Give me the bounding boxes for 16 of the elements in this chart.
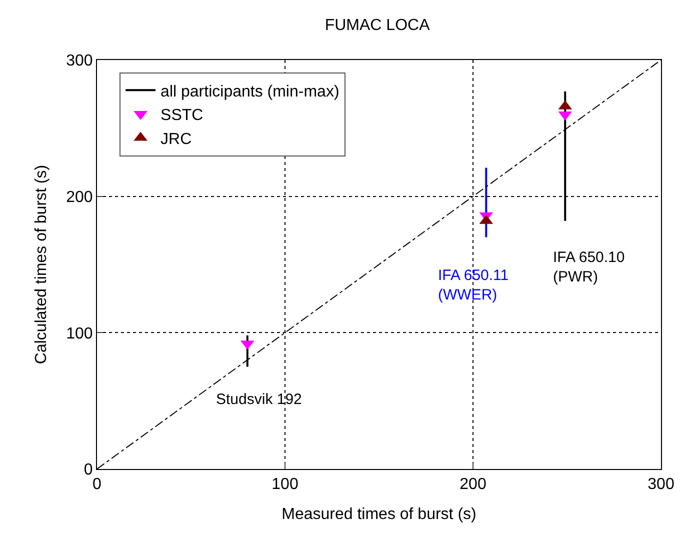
annotation: Studsvik 192 [216, 391, 302, 408]
chart-title: FUMAC LOCA [324, 17, 430, 34]
x-tick-label: 300 [648, 476, 674, 494]
annotation: IFA 650.10 (PWR) [553, 249, 625, 286]
y-tick-label: 200 [66, 188, 93, 206]
x-axis-title: Measured times of burst (s) [282, 506, 476, 523]
legend-label: JRC [160, 131, 192, 148]
x-tick-label: 200 [460, 476, 486, 494]
y-tick-label: 100 [66, 325, 93, 342]
legend-label: all participants (min-max) [160, 83, 340, 100]
y-tick-label: 0 [84, 462, 93, 479]
legend-label: SSTC [160, 107, 204, 124]
annotation: IFA 650.11 (WWER) [438, 267, 509, 304]
x-tick-label: 100 [272, 476, 298, 494]
y-axis-title: Calculated times of burst (s) [32, 164, 50, 364]
y-tick-label: 300 [66, 52, 93, 70]
